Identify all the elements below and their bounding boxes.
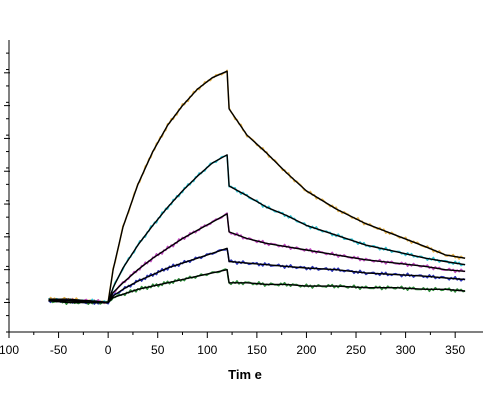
x-tick-label: 300 <box>396 343 416 357</box>
x-tick-label: 50 <box>151 343 165 357</box>
series-layer <box>48 69 466 306</box>
x-tick-label: 0 <box>105 343 112 357</box>
x-tick-label: -50 <box>50 343 68 357</box>
x-tick-label: 250 <box>346 343 366 357</box>
series-1-line <box>48 69 466 305</box>
x-axis-title: Tim e <box>228 367 262 382</box>
x-tick-label: 100 <box>197 343 217 357</box>
series-5-fit <box>48 269 466 304</box>
x-axis: 100 -50 0 50 100 150 200 250 300 350 <box>0 331 483 357</box>
series-3-fit <box>48 213 466 304</box>
series-4-fit <box>48 247 466 304</box>
x-tick-label: 350 <box>445 343 465 357</box>
x-tick-label: 100 <box>0 343 19 357</box>
x-tick-label: 150 <box>247 343 267 357</box>
series-1-fit <box>48 70 466 304</box>
series-2-fit <box>48 154 466 304</box>
series-3-line <box>48 212 466 305</box>
fit-layer <box>48 70 466 304</box>
y-axis <box>4 40 10 333</box>
x-tick-label: 200 <box>296 343 316 357</box>
